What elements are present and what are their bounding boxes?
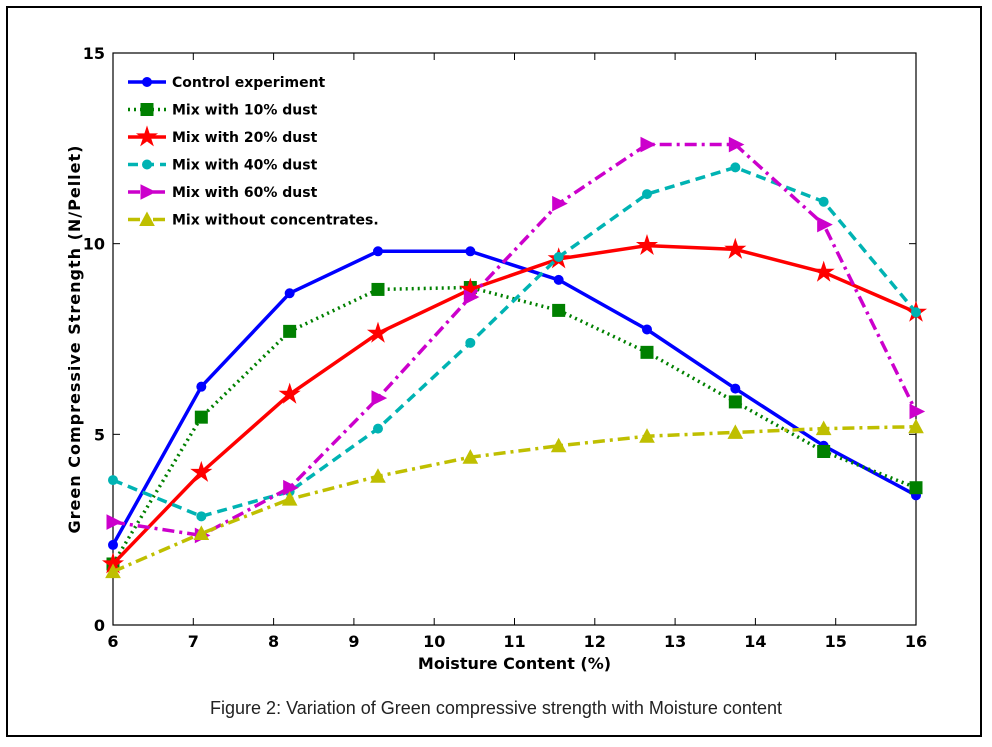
data-point (105, 563, 121, 579)
series-2 (101, 233, 928, 574)
data-point (635, 233, 659, 256)
data-point (727, 424, 744, 439)
legend-label: Mix with 10% dust (172, 103, 318, 119)
data-point (370, 468, 386, 483)
data-point (196, 381, 207, 392)
data-point (196, 511, 207, 522)
x-axis-label: Moisture Content (%) (418, 654, 611, 673)
data-point (194, 410, 208, 424)
legend: Control experiment Mix with 10% dust Mix w… (128, 75, 379, 229)
data-point (463, 289, 480, 305)
data-point (108, 539, 118, 550)
data-point (366, 321, 390, 343)
series-line (111, 243, 917, 566)
data-point (724, 237, 747, 259)
data-point (372, 423, 383, 434)
y-tick-label: 10 (83, 235, 105, 254)
series-4 (106, 136, 926, 544)
legend-swatch-marker (142, 159, 152, 170)
data-point (278, 382, 301, 404)
data-point (639, 428, 655, 443)
data-point (190, 460, 213, 482)
data-point (552, 303, 566, 317)
data-point (911, 307, 921, 318)
data-point (465, 337, 476, 348)
y-tick-label: 5 (94, 425, 105, 444)
data-point (281, 491, 298, 506)
series-line (112, 424, 917, 574)
legend-swatch-marker (140, 103, 154, 116)
data-point (640, 136, 657, 153)
x-tick-label: 13 (664, 632, 686, 651)
data-point (817, 444, 831, 458)
x-tick-label: 12 (584, 632, 606, 651)
data-point (815, 420, 832, 436)
legend-label: Mix with 20% dust (172, 130, 318, 146)
legend-swatch-marker (140, 184, 157, 200)
data-point (908, 418, 924, 434)
data-point (818, 196, 829, 207)
x-tick-label: 8 (268, 632, 279, 651)
data-point (371, 282, 385, 296)
legend-swatch-marker (142, 77, 152, 87)
data-point (552, 195, 568, 212)
data-point (283, 479, 299, 496)
x-tick-label: 7 (188, 632, 199, 651)
data-point (812, 260, 835, 282)
legend-label: Control experiment (172, 75, 326, 91)
y-axis-label: Green Compressive Strength (N/Pellet) (65, 145, 84, 534)
legend-swatch-marker (135, 125, 159, 147)
data-point (728, 395, 742, 409)
data-point (372, 246, 383, 257)
data-point (641, 189, 652, 200)
legend-swatch-marker (139, 211, 155, 226)
data-point (640, 345, 654, 359)
data-point (909, 403, 926, 420)
data-point (108, 475, 118, 486)
x-tick-label: 11 (503, 632, 525, 651)
figure-caption: Figure 2: Variation of Green compressive… (210, 698, 782, 718)
legend-label: Mix with 60% dust (172, 185, 318, 201)
y-tick-label: 0 (94, 616, 105, 635)
x-tick-label: 9 (348, 632, 359, 651)
data-point (641, 324, 652, 335)
series-5 (105, 418, 924, 579)
series-0 (108, 246, 921, 550)
data-point (465, 246, 476, 257)
data-point (728, 136, 745, 153)
y-tick-label: 15 (83, 44, 105, 63)
data-point (462, 449, 479, 464)
data-point (550, 437, 567, 453)
x-tick-label: 16 (905, 632, 927, 651)
data-point (371, 390, 388, 406)
series-line (111, 249, 917, 546)
legend-label: Mix without concentrates. (172, 213, 379, 229)
x-tick-label: 14 (744, 632, 766, 651)
data-point (106, 514, 123, 530)
data-point (553, 274, 564, 285)
legend-label: Mix with 40% dust (172, 158, 318, 174)
data-point (284, 288, 295, 299)
data-point (817, 216, 833, 233)
series-1 (106, 281, 923, 571)
x-tick-label: 15 (825, 632, 847, 651)
data-point (193, 525, 210, 540)
series-line (112, 142, 918, 538)
x-tick-label: 6 (107, 632, 118, 651)
figure-frame (6, 6, 982, 737)
data-point (909, 481, 923, 495)
data-point (553, 252, 564, 263)
data-point (283, 324, 297, 338)
data-point (730, 383, 741, 394)
x-tick-label: 10 (423, 632, 445, 651)
data-point (730, 162, 741, 173)
